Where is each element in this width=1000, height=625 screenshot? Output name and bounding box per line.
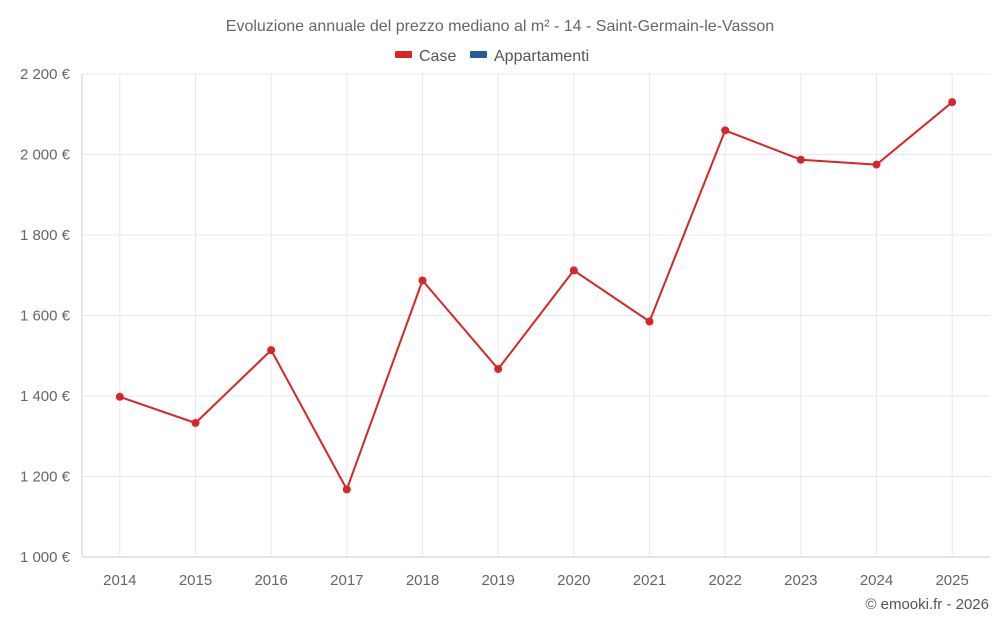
x-tick-label: 2025 <box>935 572 968 589</box>
data-point[interactable] <box>115 392 124 401</box>
data-point[interactable] <box>569 266 578 275</box>
y-tick-label: 1 000 € <box>20 549 71 566</box>
x-tick-label: 2017 <box>330 572 363 589</box>
legend-swatch-case <box>395 51 412 58</box>
gridlines <box>81 73 990 558</box>
x-tick-label: 2014 <box>103 572 136 589</box>
y-tick-label: 1 200 € <box>20 469 71 486</box>
data-point[interactable] <box>872 160 881 169</box>
x-tick-label: 2015 <box>179 572 212 589</box>
y-tick-label: 1 800 € <box>20 227 71 244</box>
x-axis: 2014 2015 2016 2017 2018 2019 2020 2021 2022 2023… <box>103 572 969 589</box>
x-tick-label: 2021 <box>633 572 666 589</box>
y-tick-label: 1 600 € <box>20 308 71 325</box>
data-point[interactable] <box>721 126 730 135</box>
x-tick-label: 2018 <box>406 572 439 589</box>
series-line-case <box>119 101 953 491</box>
data-point[interactable] <box>948 98 957 107</box>
legend-label-case: Case <box>419 48 456 65</box>
legend-item-appartamenti[interactable]: Appartamenti <box>470 48 589 65</box>
chart-title: Evoluzione annuale del prezzo mediano al… <box>226 18 774 35</box>
y-tick-label: 2 200 € <box>20 66 71 83</box>
data-point[interactable] <box>796 155 805 164</box>
data-point[interactable] <box>494 365 503 374</box>
legend-item-case[interactable]: Case <box>395 48 456 65</box>
credit-text: © emooki.fr - 2026 <box>865 596 989 613</box>
legend: Case Appartamenti <box>395 48 589 65</box>
y-tick-label: 2 000 € <box>20 147 71 164</box>
legend-label-appartamenti: Appartamenti <box>494 48 589 65</box>
data-point[interactable] <box>267 346 276 355</box>
data-point[interactable] <box>418 276 427 285</box>
x-tick-label: 2023 <box>784 572 817 589</box>
x-tick-label: 2016 <box>254 572 287 589</box>
data-point[interactable] <box>342 485 351 494</box>
x-tick-label: 2022 <box>708 572 741 589</box>
legend-swatch-appartamenti <box>470 51 487 58</box>
y-axis: 1 000 € 1 200 € 1 400 € 1 600 € 1 800 € 2 000… <box>20 66 71 566</box>
x-tick-label: 2020 <box>557 572 590 589</box>
series-case <box>115 98 957 494</box>
data-point[interactable] <box>191 418 200 427</box>
x-tick-label: 2024 <box>860 572 893 589</box>
data-point[interactable] <box>645 317 654 326</box>
x-tick-label: 2019 <box>481 572 514 589</box>
y-tick-label: 1 400 € <box>20 388 71 405</box>
